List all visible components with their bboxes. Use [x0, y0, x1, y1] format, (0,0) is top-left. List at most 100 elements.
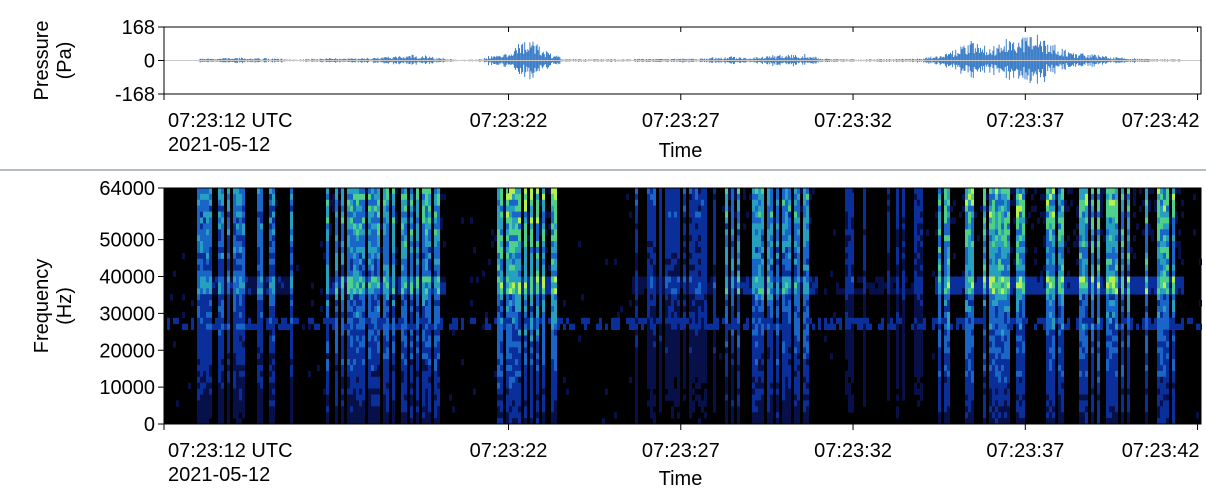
- spectrogram-cell: [770, 412, 773, 419]
- spectrogram-cell: [536, 370, 539, 378]
- spectrogram-cell: [914, 270, 917, 277]
- spectrogram-cell: [218, 229, 221, 236]
- spectrogram-cell: [347, 235, 350, 242]
- spectrogram-cell: [1001, 247, 1004, 254]
- spectrogram-cell: [677, 370, 680, 378]
- spectrogram-cell: [674, 359, 677, 366]
- spectrogram-cell: [416, 311, 419, 319]
- spectrogram-cell: [239, 376, 242, 384]
- spectrogram-cell: [356, 270, 359, 277]
- spectrogram-cell: [797, 306, 800, 313]
- spectrogram-cell: [554, 388, 557, 395]
- spectrogram-cell: [200, 400, 203, 407]
- spectrogram-cell: [806, 270, 809, 277]
- spectrogram-cell: [236, 353, 239, 360]
- spectrogram-cell: [335, 276, 338, 283]
- spectrogram-cell: [203, 276, 206, 283]
- spectrogram-cell: [662, 288, 665, 295]
- spectrogram-cell: [461, 359, 464, 366]
- spectrogram-cell: [227, 329, 230, 336]
- spectrogram-cell: [524, 365, 527, 372]
- spectrogram-cell: [335, 282, 338, 289]
- spectrogram-cell: [209, 370, 212, 378]
- spectrogram-cell: [218, 365, 221, 372]
- spectrogram-cell: [203, 199, 206, 207]
- spectrogram-cell: [758, 241, 761, 248]
- spectrogram-cell: [653, 394, 656, 401]
- spectrogram-cell: [359, 359, 362, 366]
- spectrogram-cell: [896, 370, 899, 378]
- spectrogram-cell: [512, 241, 515, 248]
- spectrogram-cell: [257, 300, 260, 307]
- spectrogram-cell: [356, 229, 359, 236]
- spectrogram-cell: [863, 282, 866, 289]
- spectrogram-cell: [380, 288, 383, 295]
- spectrogram-cell: [530, 211, 533, 218]
- spectrogram-cell: [701, 347, 704, 354]
- spectrogram-cell: [371, 382, 374, 389]
- spectrogram-cell: [788, 406, 791, 413]
- spectrogram-cell: [377, 247, 380, 254]
- spectrogram-cell: [272, 388, 275, 395]
- spectrogram-cell: [257, 252, 260, 260]
- spectrogram-cell: [848, 247, 851, 254]
- spectrogram-cell: [353, 205, 356, 212]
- spectrogram-cell: [428, 365, 431, 372]
- spectrogram-cell: [269, 370, 272, 378]
- spectrogram-cell: [782, 370, 785, 378]
- spectrogram-cell: [794, 365, 797, 372]
- spectrogram-cell: [725, 241, 728, 248]
- spectrogram-cell: [848, 370, 851, 378]
- spectrogram-cell: [410, 252, 413, 260]
- spectrogram-cell: [761, 306, 764, 313]
- spectrogram-cell: [278, 288, 281, 295]
- spectrogram-cell: [845, 282, 848, 289]
- spectrogram-cell: [512, 211, 515, 218]
- spectrogram-cell: [659, 329, 662, 336]
- spectrogram-cell: [770, 329, 773, 336]
- spectrogram-cell: [914, 359, 917, 366]
- spectrogram-cell: [425, 229, 428, 236]
- spectrogram-cell: [209, 294, 212, 301]
- spectrogram-cell: [851, 329, 854, 336]
- spectrogram-cell: [509, 211, 512, 218]
- spectrogram-cell: [959, 211, 962, 218]
- spectrogram-cell: [947, 329, 950, 336]
- spectrogram-cell: [224, 288, 227, 295]
- spectrogram-cell: [785, 341, 788, 348]
- spectrogram-cell: [206, 282, 209, 289]
- spectrogram-cell: [839, 288, 842, 295]
- spectrogram-cell: [551, 365, 554, 372]
- spectrogram-cell: [692, 235, 695, 242]
- spectrogram-cell: [434, 276, 437, 283]
- spectrogram-cell: [752, 317, 755, 325]
- spectrogram-cell: [704, 247, 707, 254]
- spectrogram-cell: [974, 282, 977, 289]
- spectrogram-cell: [197, 341, 200, 348]
- spectrogram-cell: [233, 335, 236, 342]
- spectrogram-cell: [197, 235, 200, 242]
- spectrogram-cell: [290, 300, 293, 307]
- spectrogram-cell: [917, 294, 920, 301]
- spectrogram-cell: [242, 223, 245, 230]
- spectrogram-cell: [392, 217, 395, 224]
- spectrogram-cell: [404, 217, 407, 224]
- spectrogram-cell: [539, 282, 542, 289]
- spectrogram-cell: [752, 359, 755, 366]
- spectrogram-cell: [536, 199, 539, 207]
- spectrogram-cell: [797, 418, 800, 425]
- spectrogram-cell: [668, 252, 671, 260]
- spectrogram-cell: [974, 276, 977, 283]
- spectrogram-cell: [944, 205, 947, 212]
- spectrogram-cell: [806, 223, 809, 230]
- spectrogram-cell: [1001, 258, 1004, 266]
- spectrogram-cell: [257, 282, 260, 289]
- spectrogram-cell: [272, 300, 275, 307]
- spectrogram-cell: [368, 353, 371, 360]
- spectrogram-cell: [509, 353, 512, 360]
- spectrogram-cell: [506, 199, 509, 207]
- spectrogram-cell: [290, 294, 293, 301]
- spectrogram-cell: [236, 258, 239, 266]
- spectrogram-cell: [221, 282, 224, 289]
- spectrogram-cell: [221, 188, 224, 195]
